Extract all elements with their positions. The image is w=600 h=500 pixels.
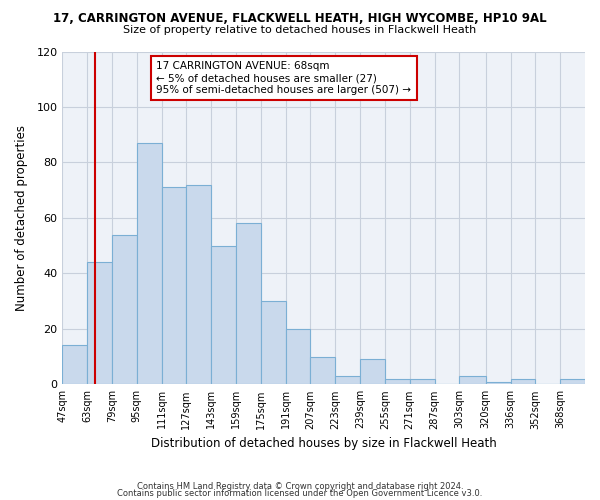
Bar: [460, 376, 486, 384]
Text: Contains public sector information licensed under the Open Government Licence v3: Contains public sector information licen…: [118, 489, 482, 498]
Bar: [187, 184, 211, 384]
Bar: [385, 379, 410, 384]
X-axis label: Distribution of detached houses by size in Flackwell Heath: Distribution of detached houses by size …: [151, 437, 497, 450]
Bar: [112, 234, 137, 384]
Y-axis label: Number of detached properties: Number of detached properties: [15, 125, 28, 311]
Text: Size of property relative to detached houses in Flackwell Heath: Size of property relative to detached ho…: [124, 25, 476, 35]
Bar: [261, 301, 286, 384]
Bar: [87, 262, 112, 384]
Text: 17, CARRINGTON AVENUE, FLACKWELL HEATH, HIGH WYCOMBE, HP10 9AL: 17, CARRINGTON AVENUE, FLACKWELL HEATH, …: [53, 12, 547, 26]
Bar: [137, 143, 161, 384]
Bar: [335, 376, 360, 384]
Bar: [310, 356, 335, 384]
Bar: [486, 382, 511, 384]
Bar: [236, 224, 261, 384]
Bar: [560, 379, 585, 384]
Bar: [286, 329, 310, 384]
Bar: [161, 188, 187, 384]
Text: Contains HM Land Registry data © Crown copyright and database right 2024.: Contains HM Land Registry data © Crown c…: [137, 482, 463, 491]
Bar: [360, 360, 385, 384]
Bar: [410, 379, 434, 384]
Bar: [511, 379, 535, 384]
Bar: [211, 246, 236, 384]
Bar: [62, 346, 87, 385]
Text: 17 CARRINGTON AVENUE: 68sqm
← 5% of detached houses are smaller (27)
95% of semi: 17 CARRINGTON AVENUE: 68sqm ← 5% of deta…: [157, 62, 412, 94]
